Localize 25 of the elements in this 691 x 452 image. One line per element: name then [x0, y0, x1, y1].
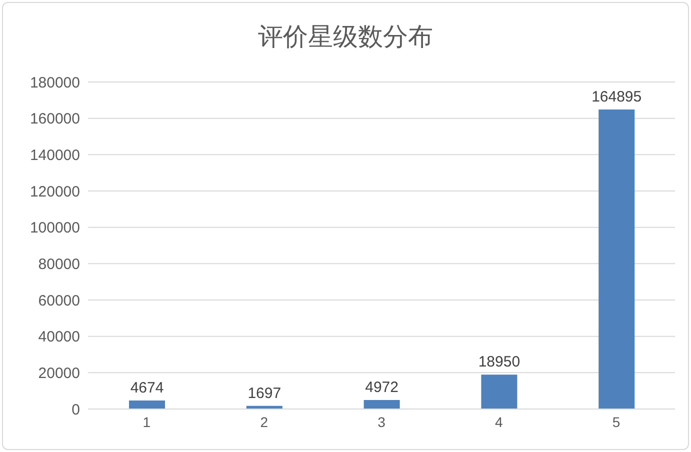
x-tick-label: 5 [612, 414, 620, 430]
y-tick-label: 0 [72, 401, 80, 418]
y-tick-label: 60000 [38, 292, 80, 310]
data-label: 1697 [248, 384, 282, 402]
y-tick-label: 140000 [30, 146, 80, 164]
x-tick-label: 1 [142, 414, 151, 430]
data-label: 4972 [365, 378, 398, 396]
data-label: 4674 [130, 380, 164, 397]
y-tick-label: 160000 [30, 110, 80, 128]
y-tick-label: 180000 [30, 74, 80, 92]
bar [129, 400, 165, 409]
bar [364, 400, 400, 409]
data-label: 164895 [592, 88, 642, 106]
x-tick-label: 4 [495, 414, 503, 430]
y-tick-label: 20000 [38, 364, 80, 382]
y-tick-label: 80000 [38, 256, 80, 273]
y-tick-label: 120000 [30, 183, 80, 200]
y-tick-label: 100000 [30, 220, 80, 237]
bar [481, 374, 518, 409]
x-tick-label: 3 [378, 414, 386, 430]
x-tick-label: 2 [260, 414, 268, 430]
y-tick-label: 40000 [38, 328, 80, 346]
bar [598, 109, 635, 409]
data-label: 18950 [478, 354, 520, 371]
chart-title: 评价星级数分布 [257, 22, 434, 53]
